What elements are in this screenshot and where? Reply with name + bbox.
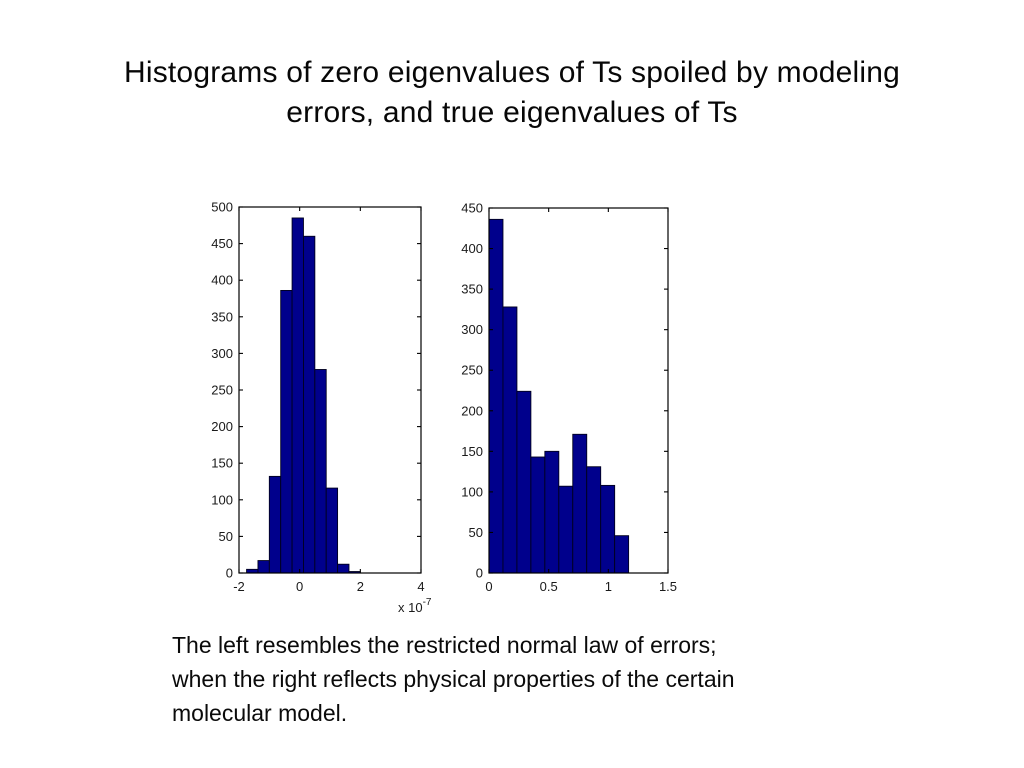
histogram-bar (586, 466, 602, 574)
x-tick-label: 0.5 (540, 579, 558, 594)
histogram-bar (303, 235, 316, 574)
y-tick-label: 150 (211, 456, 233, 471)
histogram-bar (614, 535, 630, 574)
x-scale-label: x 10-7 (398, 597, 432, 615)
slide-title-line-2: errors, and true eigenvalues of Ts (286, 96, 738, 129)
y-tick-label: 450 (211, 236, 233, 251)
histogram-bar (558, 485, 574, 574)
caption-line-2: when the right reflects physical propert… (172, 666, 735, 692)
y-tick-label: 300 (211, 346, 233, 361)
slide-title-line-1: Histograms of zero eigenvalues of Ts spo… (123, 56, 901, 89)
histogram-bar (530, 456, 546, 574)
y-tick-label: 0 (226, 566, 233, 581)
y-tick-label: 350 (211, 309, 233, 324)
y-tick-label: 400 (211, 273, 233, 288)
histogram-bar (268, 475, 282, 574)
y-tick-label: 350 (461, 282, 483, 297)
axes-frame (488, 207, 669, 574)
y-tick-label: 500 (211, 200, 233, 215)
x-tick-label: -2 (233, 579, 245, 594)
histogram-bar (325, 487, 339, 574)
right-histogram: 0 0.5 1 1.5 0 50 100 150 200 250 300 350 400 450 (461, 201, 677, 595)
histogram-bar (516, 390, 532, 574)
caption-line-1: The left resembles the restricted normal… (172, 632, 717, 658)
histogram-bar (291, 217, 304, 574)
y-tick-label: 200 (461, 403, 483, 418)
histogram-bar (314, 369, 327, 574)
y-tick-label: 300 (461, 322, 483, 337)
histograms-figure: -2 0 2 4 0 50 100 150 200 250 300 350 400 450 500 x 10-… (190, 180, 760, 630)
y-tick-label: 50 (469, 525, 483, 540)
y-tick-label: 0 (476, 566, 483, 581)
x-tick-label: 1 (605, 579, 612, 594)
histogram-bar (257, 560, 270, 574)
histogram-bar (572, 433, 588, 574)
y-tick-label: 450 (461, 201, 483, 216)
histogram-bar (337, 563, 350, 574)
x-tick-label: 0 (485, 579, 492, 594)
x-tick-label: 0 (296, 579, 303, 594)
histogram-bar (600, 484, 616, 574)
histogram-bar (280, 289, 293, 574)
x-tick-label: 2 (357, 579, 364, 594)
x-tick-label: 1.5 (659, 579, 677, 594)
y-tick-label: 200 (211, 419, 233, 434)
histogram-bar (502, 306, 518, 574)
y-tick-label: 250 (461, 363, 483, 378)
y-tick-label: 100 (461, 484, 483, 499)
y-tick-label: 50 (219, 529, 233, 544)
x-tick-label: 4 (417, 579, 424, 594)
y-tick-label: 400 (461, 241, 483, 256)
histogram-bar (544, 450, 560, 574)
y-tick-label: 150 (461, 444, 483, 459)
y-tick-label: 250 (211, 383, 233, 398)
slide-title: Histograms of zero eigenvalues of Ts spo… (0, 53, 1024, 133)
y-tick-label: 100 (211, 492, 233, 507)
histogram-bar (488, 218, 504, 574)
caption: The left resembles the restricted normal… (172, 628, 872, 730)
caption-line-3: molecular model. (172, 700, 348, 726)
